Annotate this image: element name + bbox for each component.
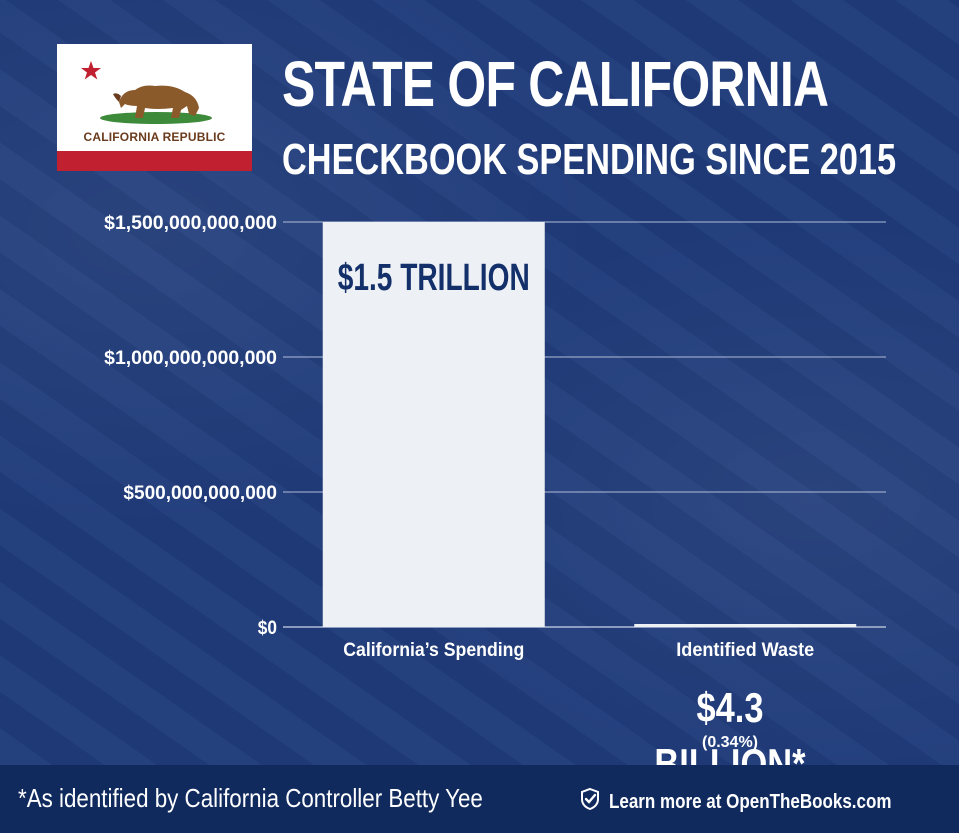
x-category-label: California’s Spending: [343, 640, 524, 661]
learn-more-link[interactable]: Learn more at OpenTheBooks.com: [579, 787, 941, 817]
y-tick-label: $1,500,000,000,000: [104, 213, 277, 234]
bar: [322, 222, 545, 627]
page-title: STATE OF CALIFORNIA: [282, 48, 829, 120]
page-subtitle: CHECKBOOK SPENDING SINCE 2015: [282, 135, 897, 184]
spending-bar-chart: $0 $500,000,000,000 $1,000,000,000,000 $1,5…: [104, 213, 886, 661]
footer-bar: *As identified by California Controller …: [0, 765, 959, 833]
bar-value-label: $1.5 TRILLION: [338, 257, 530, 299]
check-shield-icon: [579, 787, 601, 817]
bear-icon: [100, 85, 212, 124]
california-flag: CALIFORNIA REPUBLIC: [57, 44, 252, 171]
flag-red-stripe: [57, 151, 252, 171]
bar: [634, 624, 857, 627]
star-icon: [81, 61, 101, 80]
flag-text: CALIFORNIA REPUBLIC: [83, 130, 226, 144]
y-tick-label: $500,000,000,000: [123, 483, 277, 504]
footnote: *As identified by California Controller …: [18, 783, 483, 813]
waste-percent-label: (0.34%): [701, 734, 759, 751]
y-tick-label: $0: [258, 618, 277, 639]
learn-more-text: Learn more at OpenTheBooks.com: [608, 790, 892, 813]
x-category-label: Identified Waste: [676, 640, 814, 661]
y-tick-label: $1,000,000,000,000: [104, 348, 277, 369]
